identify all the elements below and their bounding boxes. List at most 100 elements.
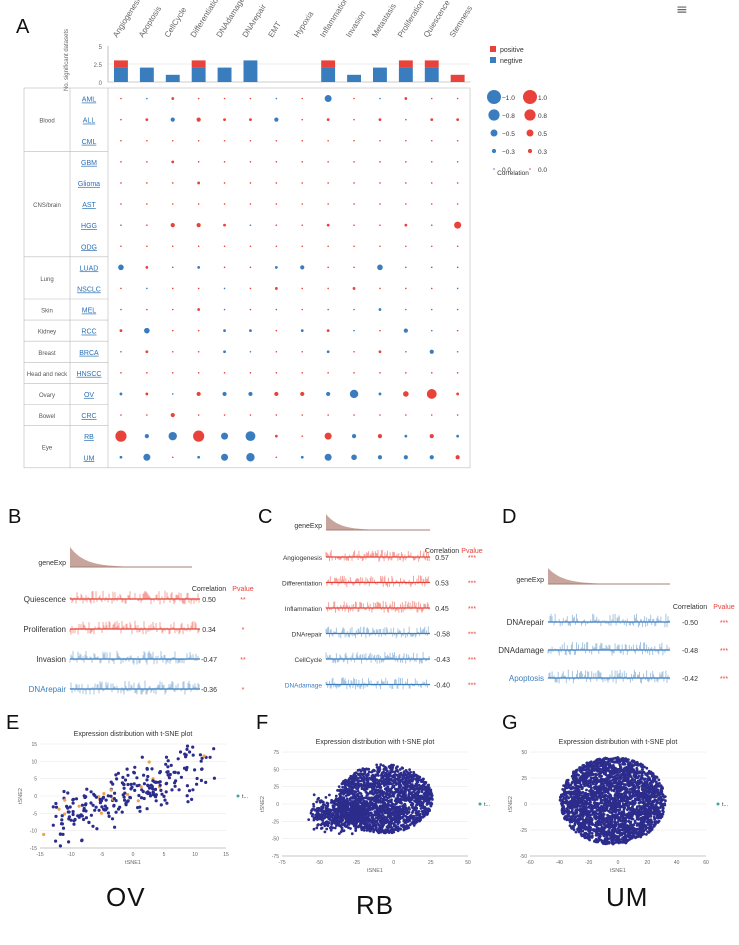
tsne-y-tick: 5 bbox=[34, 777, 37, 783]
bubble-UM-DNAdamage bbox=[221, 453, 229, 461]
bubble-NSCLC-Hypoxia bbox=[301, 287, 304, 290]
tsne-point bbox=[71, 797, 76, 801]
bubble-ODG-EMT bbox=[275, 245, 278, 248]
tsne-point bbox=[628, 783, 632, 786]
tsne-point bbox=[142, 796, 146, 801]
bubble-UM-Hypoxia bbox=[300, 455, 304, 459]
tsne-point bbox=[190, 797, 194, 802]
tsne-point bbox=[79, 813, 83, 817]
tsne-point bbox=[178, 750, 183, 754]
tsne-points bbox=[558, 756, 667, 846]
tsne-point bbox=[642, 829, 646, 833]
row-label-RCC: RCC bbox=[81, 329, 96, 336]
bubble-AST-Apoptosis bbox=[146, 203, 148, 205]
bubble-LUAD-Metastasis bbox=[377, 264, 383, 271]
tsne-point bbox=[349, 789, 353, 793]
tsne-point bbox=[402, 774, 406, 778]
signal-DNArepair-signal bbox=[69, 680, 200, 695]
tsne-point bbox=[370, 792, 374, 795]
bubble-HNSCC-DNAdamage bbox=[223, 372, 226, 374]
tsne-point bbox=[604, 806, 608, 809]
tsne-point bbox=[387, 802, 390, 806]
tsne-point bbox=[357, 804, 360, 807]
tsne-point bbox=[418, 798, 421, 802]
bubble-AST-DNArepair bbox=[249, 203, 252, 205]
tsne-point bbox=[185, 744, 190, 748]
bubble-HNSCC-Proliferation bbox=[405, 372, 407, 374]
bubble-NSCLC-EMT bbox=[274, 287, 278, 290]
bubble-CRC-Metastasis bbox=[379, 414, 381, 416]
bubble-BRCA-Quiescence bbox=[429, 349, 434, 354]
tsne-point bbox=[646, 771, 650, 775]
tsne-point bbox=[359, 779, 363, 783]
tsne-point bbox=[54, 839, 58, 843]
bubble-CRC-Hypoxia bbox=[301, 414, 304, 416]
tsne-point bbox=[114, 810, 118, 814]
tsne-point bbox=[362, 820, 366, 824]
legend-bubble-positive-label: 0.3 bbox=[538, 149, 547, 156]
tsne-point bbox=[392, 824, 396, 828]
tsne-point bbox=[328, 793, 331, 797]
bubble-RB-Stemness bbox=[456, 434, 460, 438]
tsne-point bbox=[104, 798, 108, 802]
bubble-HNSCC-DNArepair bbox=[249, 372, 252, 374]
bubble-HNSCC-CellCycle bbox=[171, 372, 174, 374]
bubble-LUAD-CellCycle bbox=[171, 266, 174, 269]
bubble-AML-Invasion bbox=[353, 97, 355, 100]
bubble-MEL-DNArepair bbox=[249, 308, 252, 311]
bubble-ODG-DNArepair bbox=[249, 245, 252, 248]
bubble-HGG-Apoptosis bbox=[146, 224, 148, 226]
tsne-point bbox=[387, 796, 391, 799]
tsne-x-tick: 0 bbox=[132, 852, 135, 858]
tsne-y-tick: -10 bbox=[30, 829, 37, 835]
tsne-point bbox=[191, 745, 195, 749]
tsne-point bbox=[113, 791, 117, 795]
tsne-point bbox=[66, 806, 70, 810]
tsne-point bbox=[395, 812, 399, 816]
tsne-point bbox=[390, 774, 394, 778]
tsne-point bbox=[54, 805, 59, 809]
tsne-point bbox=[123, 778, 128, 782]
tsne-point bbox=[101, 795, 106, 800]
legend-bubble-negative-label: 0.0 bbox=[502, 167, 511, 174]
bubble-HNSCC-Angiogenesis bbox=[120, 372, 122, 374]
tsne-point bbox=[141, 790, 145, 794]
tsne-point bbox=[150, 767, 154, 771]
tsne-point bbox=[381, 780, 385, 784]
tsne-legend-label: t... bbox=[242, 794, 249, 800]
bubble-CRC-Differentiation bbox=[197, 414, 200, 416]
tsne-point bbox=[388, 821, 392, 825]
tsne-point bbox=[430, 795, 433, 798]
tsne-point bbox=[372, 828, 376, 832]
tsne-point bbox=[77, 804, 81, 808]
bubble-CML-Apoptosis bbox=[146, 139, 148, 142]
bar-negative-CellCycle bbox=[165, 74, 180, 82]
tsne-point bbox=[89, 790, 93, 794]
tsne-point bbox=[411, 811, 414, 814]
bubble-AST-Invasion bbox=[353, 203, 355, 205]
bubble-RCC-Angiogenesis bbox=[119, 329, 123, 333]
bubble-UM-DNArepair bbox=[246, 453, 255, 462]
bubble-MEL-Hypoxia bbox=[301, 308, 304, 311]
tsne-point bbox=[614, 777, 618, 780]
row-label-LUAD: LUAD bbox=[80, 265, 99, 272]
tsne-point bbox=[185, 747, 189, 752]
tsne-point bbox=[429, 790, 433, 794]
bubble-ALL-Stemness bbox=[456, 118, 460, 122]
tsne-point bbox=[627, 819, 631, 823]
tsne-point bbox=[344, 794, 348, 798]
tsne-point bbox=[371, 786, 374, 790]
tsne-point bbox=[572, 795, 576, 799]
tsne-point bbox=[147, 760, 151, 764]
bar-positive-Stemness bbox=[450, 74, 465, 82]
bubble-AST-Proliferation bbox=[405, 203, 407, 205]
tsne-point bbox=[335, 811, 338, 814]
bubble-GBM-Hypoxia bbox=[301, 161, 304, 163]
tsne-x-tick: 15 bbox=[223, 852, 229, 858]
tsne-point bbox=[340, 791, 343, 795]
tsne-point bbox=[405, 812, 409, 816]
tsne-point bbox=[365, 815, 369, 819]
tsne-point bbox=[198, 753, 202, 757]
row-label-HGG: HGG bbox=[81, 223, 97, 230]
tsne-point bbox=[413, 787, 417, 791]
